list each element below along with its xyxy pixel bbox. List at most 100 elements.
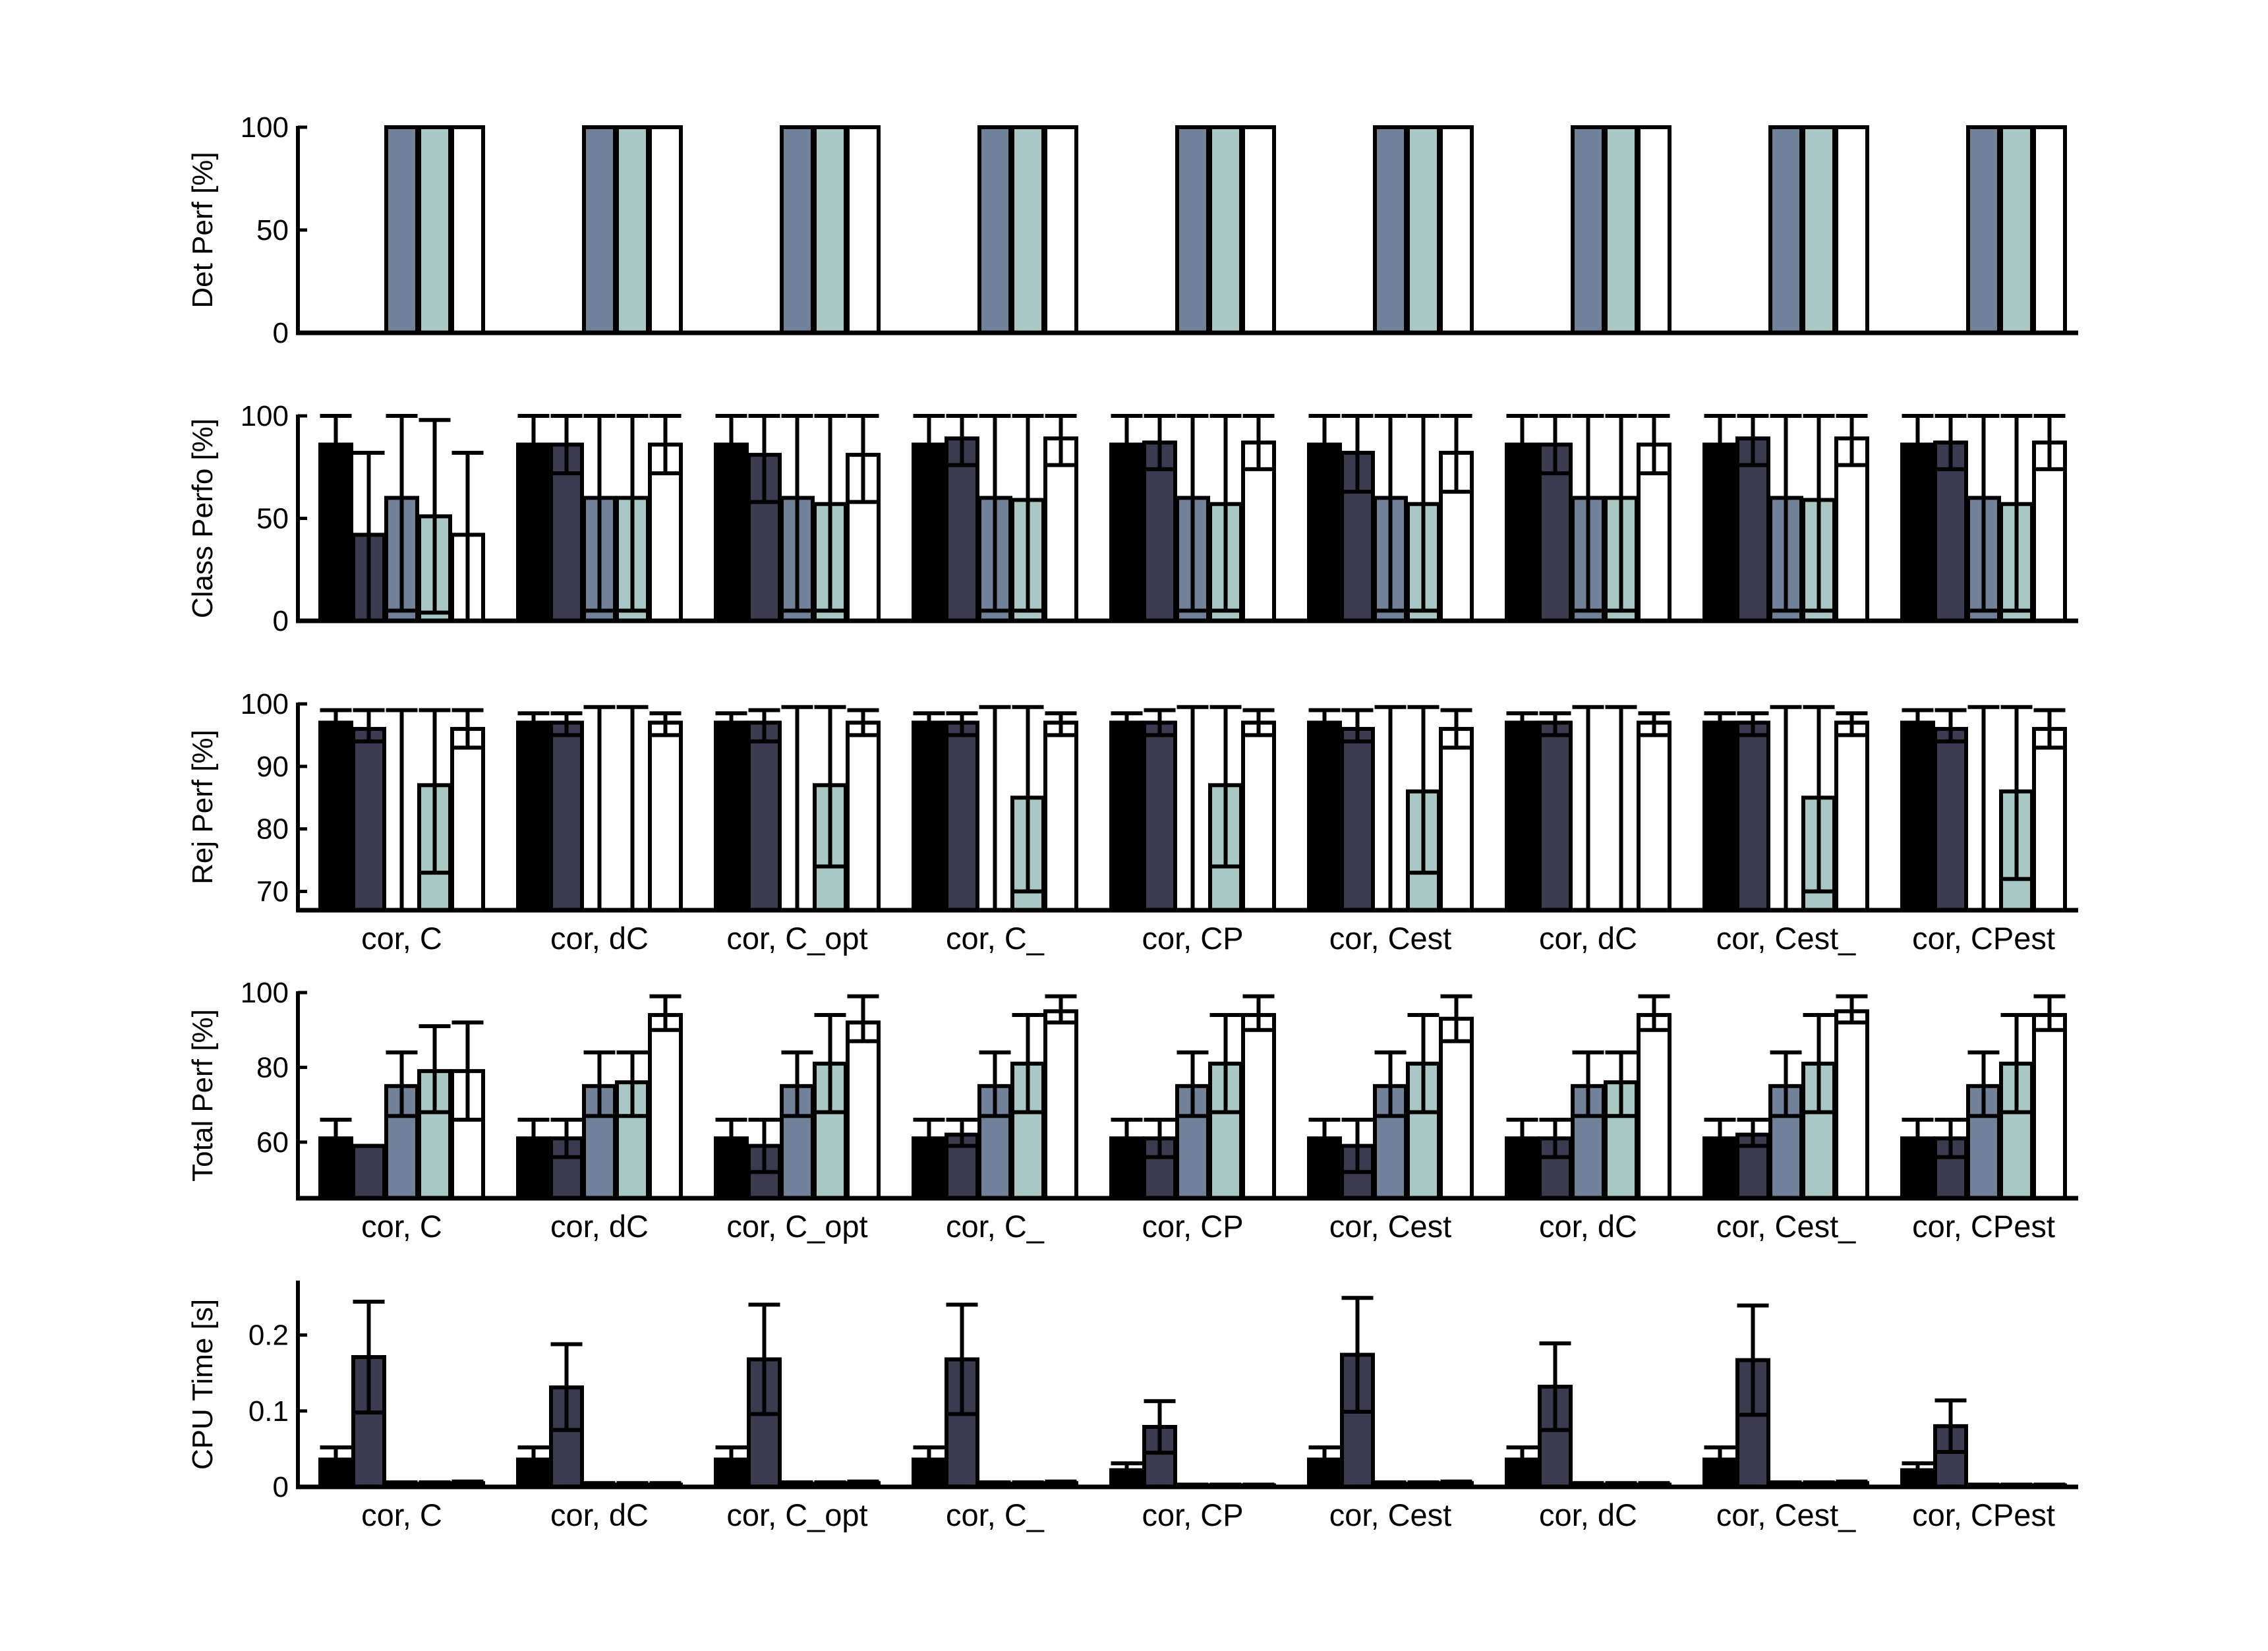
bar xyxy=(846,125,881,335)
bar xyxy=(1010,125,1045,335)
x-tick-label: cor, Cest_ xyxy=(1716,1497,1856,1532)
bar xyxy=(945,720,979,913)
y-axis-label: Total Perf [%] xyxy=(187,1009,219,1182)
bar xyxy=(747,1357,782,1489)
bar xyxy=(1538,720,1573,913)
x-tick-label: cor, CP xyxy=(1142,1209,1243,1244)
bar xyxy=(1801,125,1836,335)
bar xyxy=(1999,125,2034,335)
y-tick-label: 100 xyxy=(241,111,289,144)
x-tick-label: cor, CP xyxy=(1142,921,1243,956)
x-tick-label: cor, CPest xyxy=(1912,1497,2055,1532)
bar xyxy=(1439,726,1474,913)
x-tick-label: cor, C xyxy=(361,921,442,956)
x-tick-label: cor, Cest xyxy=(1329,1497,1451,1532)
bar xyxy=(1439,125,1474,335)
bar xyxy=(1834,1009,1869,1200)
x-tick-label: cor, CP xyxy=(1142,1497,1243,1532)
y-tick-label: 100 xyxy=(241,400,289,432)
x-tick-label: cor, dC xyxy=(550,921,649,956)
bar xyxy=(1933,726,1968,913)
bar xyxy=(977,125,1012,335)
x-tick-label: cor, Cest xyxy=(1329,921,1451,956)
bar xyxy=(1735,720,1770,913)
bar xyxy=(516,720,551,913)
bar xyxy=(1406,125,1441,335)
bar xyxy=(351,726,386,913)
bar xyxy=(1637,720,1672,913)
x-tick-label: cor, C_ xyxy=(946,1497,1045,1532)
y-axis-label: CPU Time [s] xyxy=(187,1299,219,1470)
y-tick-label: 0 xyxy=(273,1471,289,1503)
bar xyxy=(1175,125,1210,335)
bar xyxy=(1834,125,1869,335)
bar xyxy=(1505,720,1540,913)
x-tick-label: cor, dC xyxy=(1539,1209,1637,1244)
x-tick-label: cor, dC xyxy=(550,1209,649,1244)
x-tick-label: cor, C xyxy=(361,1209,442,1244)
bar xyxy=(648,1013,683,1200)
bar xyxy=(1571,125,1606,335)
y-axis-label: Rej Perf [%] xyxy=(187,730,219,884)
y-tick-label: 80 xyxy=(256,813,289,846)
bar xyxy=(1373,125,1408,335)
x-tick-label: cor, Cest_ xyxy=(1716,921,1856,956)
bar xyxy=(1241,125,1276,335)
x-tick-label: cor, CPest xyxy=(1912,921,2055,956)
x-tick-label: cor, C_opt xyxy=(726,1497,867,1532)
bar xyxy=(384,125,419,335)
bar xyxy=(1900,720,1935,913)
bar xyxy=(1637,125,1672,335)
bar xyxy=(1109,720,1144,913)
x-tick-label: cor, dC xyxy=(550,1497,649,1532)
x-tick-label: cor, dC xyxy=(1539,1497,1637,1532)
x-tick-label: cor, C xyxy=(361,1497,442,1532)
bar xyxy=(351,1144,386,1200)
y-tick-label: 70 xyxy=(256,876,289,908)
y-axis-label: Class Perfo [%] xyxy=(187,419,219,618)
y-tick-label: 50 xyxy=(256,214,289,246)
x-tick-label: cor, C_opt xyxy=(726,921,867,956)
bar xyxy=(846,1020,881,1201)
bar xyxy=(1043,1009,1078,1200)
y-axis-label: Det Perf [%] xyxy=(187,152,219,308)
bar xyxy=(912,720,946,913)
bar xyxy=(1241,1013,1276,1200)
bar xyxy=(615,125,650,335)
x-tick-label: cor, C_opt xyxy=(726,1209,867,1244)
bar xyxy=(1439,1016,1474,1201)
bar xyxy=(648,125,683,335)
bar xyxy=(582,125,617,335)
bar xyxy=(1307,720,1342,913)
y-tick-label: 100 xyxy=(241,977,289,1009)
bar xyxy=(813,125,848,335)
y-tick-label: 80 xyxy=(256,1051,289,1084)
bar xyxy=(846,720,881,913)
bar xyxy=(1043,125,1078,335)
bar xyxy=(1604,125,1639,335)
bar xyxy=(1241,720,1276,913)
y-tick-label: 0 xyxy=(273,317,289,349)
bar xyxy=(2032,125,2067,335)
bar xyxy=(318,720,353,913)
y-tick-label: 50 xyxy=(256,503,289,535)
bar xyxy=(2032,1013,2067,1200)
bar xyxy=(1043,720,1078,913)
bar xyxy=(549,720,584,913)
bar xyxy=(1208,125,1243,335)
bar xyxy=(1966,125,2001,335)
y-tick-label: 60 xyxy=(256,1126,289,1159)
bar xyxy=(1768,125,1803,335)
x-tick-label: cor, C_ xyxy=(946,1209,1045,1244)
bar xyxy=(1340,726,1375,913)
bar xyxy=(714,720,749,913)
x-tick-label: cor, Cest xyxy=(1329,1209,1451,1244)
bar xyxy=(780,125,815,335)
bar xyxy=(450,726,485,913)
bar xyxy=(1834,720,1869,913)
y-tick-label: 90 xyxy=(256,751,289,783)
y-tick-label: 0.1 xyxy=(248,1395,289,1428)
bar xyxy=(2032,726,2067,913)
bar xyxy=(648,720,683,913)
